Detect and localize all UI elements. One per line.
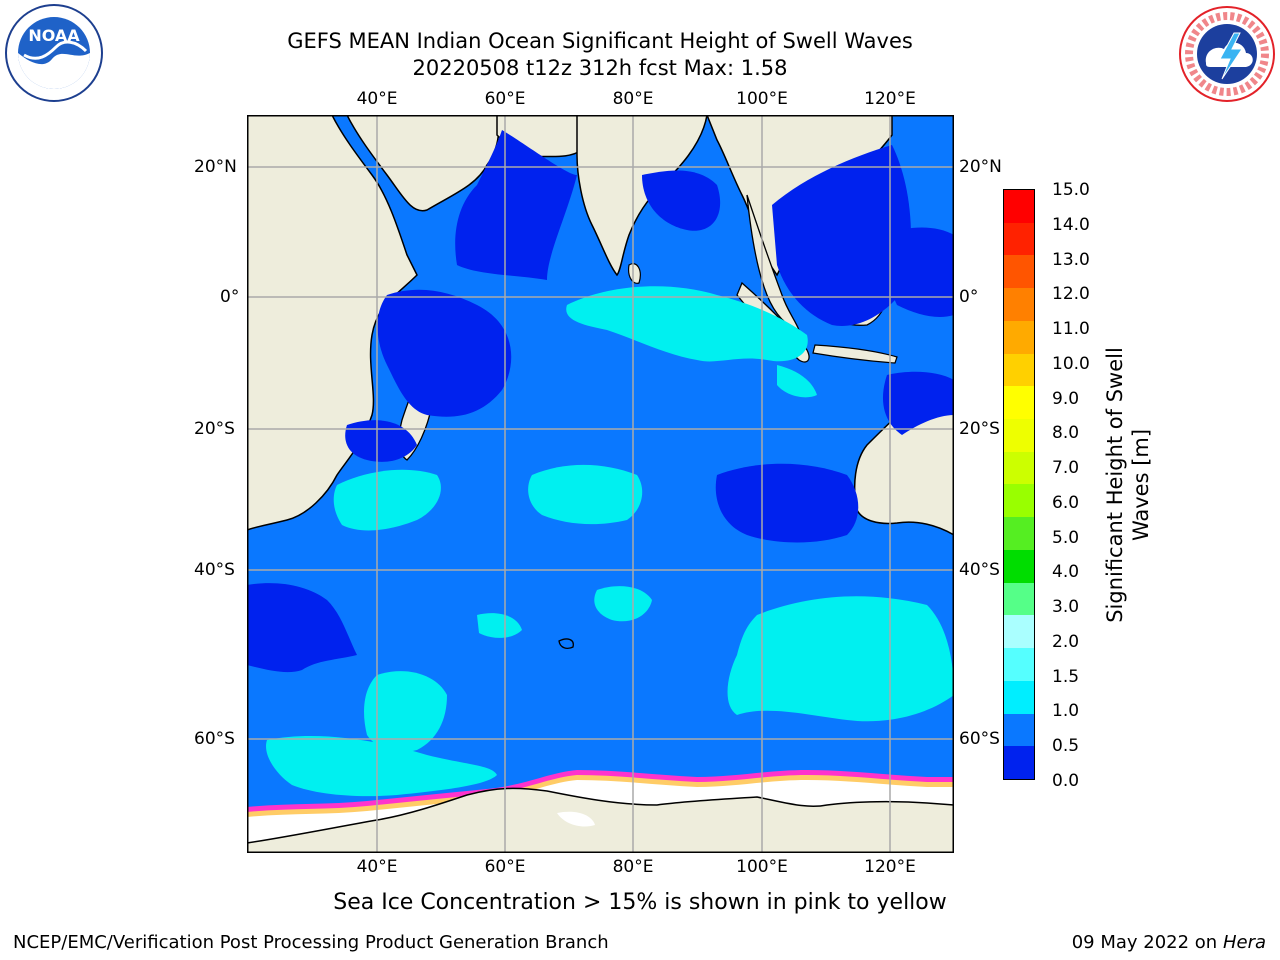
swell-height-map [246, 114, 955, 854]
lat-tick-left-60s: 60°S [194, 729, 235, 749]
lon-tick-bottom-40e: 40°E [356, 857, 398, 877]
colorbar-tick: 15.0 [1052, 180, 1090, 200]
colorbar-segment [1004, 419, 1034, 452]
colorbar-tick: 9.0 [1052, 389, 1080, 409]
lat-tick-right-60s: 60°S [959, 729, 1000, 749]
lon-tick-top-100e: 100°E [736, 89, 788, 109]
map-subtitle: 20220508 t12z 312h fcst Max: 1.58 [412, 56, 788, 80]
colorbar-tick: 4.0 [1052, 562, 1080, 582]
colorbar-tick: 10.0 [1052, 354, 1090, 374]
lon-tick-top-40e: 40°E [356, 89, 398, 109]
colorbar-segment [1004, 190, 1034, 223]
colorbar-segment [1004, 484, 1034, 518]
colorbar-segment [1004, 582, 1034, 616]
lon-tick-bottom-60e: 60°E [484, 857, 526, 877]
colorbar-segment [1004, 288, 1034, 321]
colorbar-segment [1004, 549, 1034, 583]
footer-credit: NCEP/EMC/Verification Post Processing Pr… [13, 932, 609, 953]
colorbar-segment [1004, 255, 1034, 289]
colorbar-tick: 5.0 [1052, 528, 1080, 548]
colorbar-segment [1004, 222, 1034, 256]
colorbar-tick: 1.5 [1052, 667, 1080, 687]
colorbar-segment [1004, 320, 1034, 354]
lat-tick-right-20s: 20°S [959, 419, 1000, 439]
lon-tick-top-60e: 60°E [484, 89, 526, 109]
nws-logo [1176, 3, 1278, 105]
lat-tick-left-0: 0° [220, 287, 240, 307]
colorbar-tick: 1.0 [1052, 701, 1080, 721]
colorbar-tick: 12.0 [1052, 284, 1090, 304]
colorbar-tick: 0.5 [1052, 736, 1080, 756]
colorbar-tick: 14.0 [1052, 215, 1090, 235]
lon-tick-bottom-100e: 100°E [736, 857, 788, 877]
colorbar-tick: 13.0 [1052, 250, 1090, 270]
lon-tick-top-120e: 120°E [864, 89, 916, 109]
lat-tick-right-20n: 20°N [959, 157, 1002, 177]
colorbar-tick: 6.0 [1052, 493, 1080, 513]
map-panel [246, 114, 955, 854]
map-title: GEFS MEAN Indian Ocean Significant Heigh… [287, 29, 913, 53]
colorbar-tick: 3.0 [1052, 597, 1080, 617]
colorbar-segment [1004, 353, 1034, 387]
colorbar-segment [1004, 713, 1034, 747]
lon-tick-bottom-120e: 120°E [864, 857, 916, 877]
colorbar-segment [1004, 451, 1034, 485]
colorbar-label-line2: Waves [m] [1129, 428, 1153, 542]
colorbar-label-line1: Significant Height of Swell [1103, 347, 1127, 623]
sea-ice-caption: Sea Ice Concentration > 15% is shown in … [333, 890, 947, 915]
colorbar-segment [1004, 386, 1034, 420]
noaa-logo-text: NOAA [28, 26, 80, 45]
lat-tick-left-20n: 20°N [194, 157, 237, 177]
colorbar [1003, 189, 1035, 780]
colorbar-tick: 8.0 [1052, 423, 1080, 443]
colorbar-segment [1004, 746, 1034, 779]
colorbar-tick: 0.0 [1052, 771, 1080, 791]
lat-tick-left-20s: 20°S [194, 419, 235, 439]
lon-tick-bottom-80e: 80°E [612, 857, 654, 877]
lon-tick-top-80e: 80°E [612, 89, 654, 109]
colorbar-segment [1004, 517, 1034, 550]
colorbar-tick: 7.0 [1052, 458, 1080, 478]
colorbar-segment [1004, 680, 1034, 714]
footer-date-text: 09 May 2022 on [1071, 932, 1218, 953]
lat-tick-right-40s: 40°S [959, 560, 1000, 580]
footer-host: Hera [1222, 932, 1266, 953]
lat-tick-left-40s: 40°S [194, 560, 235, 580]
lat-tick-right-0: 0° [959, 287, 979, 307]
colorbar-tick: 11.0 [1052, 319, 1090, 339]
colorbar-segment [1004, 615, 1034, 649]
colorbar-segment [1004, 648, 1034, 681]
footer-date: 09 May 2022 on Hera [1072, 932, 1266, 953]
noaa-logo: NOAA [4, 3, 104, 103]
colorbar-tick: 2.0 [1052, 632, 1080, 652]
